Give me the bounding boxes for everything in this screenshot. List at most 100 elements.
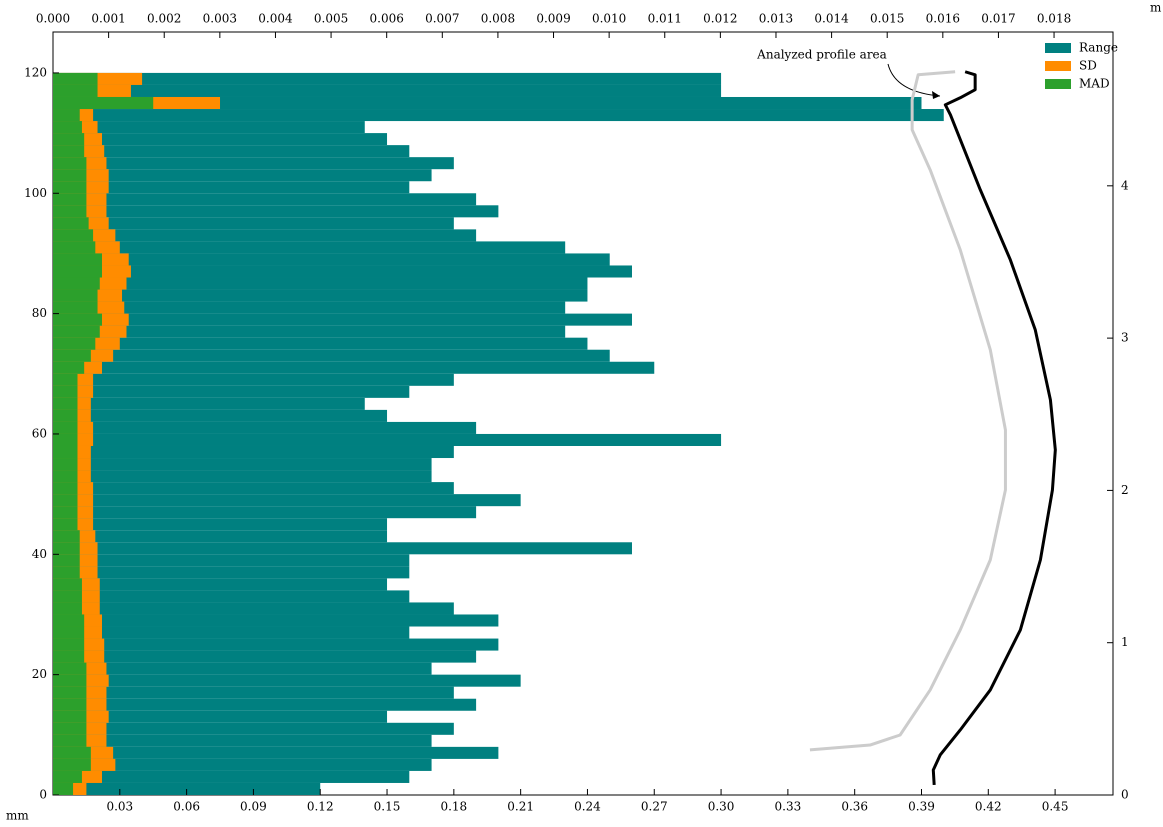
bar	[53, 325, 566, 338]
x2-tick-label: 0.015	[870, 12, 904, 26]
x2-tick-label: 0.016	[926, 12, 960, 26]
bar	[53, 506, 477, 519]
bar	[53, 373, 454, 386]
x-unit: mm	[6, 809, 29, 823]
legend-label: MAD	[1079, 77, 1110, 91]
bar	[53, 458, 78, 471]
bar	[53, 325, 100, 338]
bar	[53, 145, 85, 158]
bar	[53, 482, 78, 495]
bar	[53, 265, 102, 278]
bar	[53, 337, 588, 350]
bar	[53, 518, 78, 531]
bar	[53, 313, 102, 326]
y-tick-label: 20	[32, 667, 47, 681]
legend-swatch	[1045, 79, 1071, 89]
bar	[53, 121, 82, 134]
bar	[53, 722, 454, 735]
bar	[53, 385, 78, 398]
bar	[53, 289, 98, 302]
bar	[53, 229, 477, 242]
bar	[53, 157, 87, 170]
bar	[53, 602, 454, 615]
x-tick-label: 0.30	[708, 800, 735, 814]
bar	[53, 662, 432, 675]
x2-tick-label: 0.009	[536, 12, 570, 26]
bar	[53, 734, 432, 747]
x-tick-label: 0.09	[240, 800, 267, 814]
x2-tick-label: 0.006	[370, 12, 404, 26]
bar	[53, 602, 82, 615]
bar	[53, 133, 388, 146]
bar	[53, 313, 632, 326]
bar	[53, 301, 566, 314]
bar	[53, 96, 154, 110]
bar	[53, 169, 432, 182]
x2-tick-label: 0.000	[36, 12, 70, 26]
bar	[53, 650, 477, 663]
bar	[53, 578, 388, 591]
annotation: Analyzed profile area	[756, 48, 887, 62]
bar	[53, 506, 78, 519]
x-tick-label: 0.06	[173, 800, 200, 814]
bar	[53, 433, 722, 446]
x2-tick-label: 0.013	[759, 12, 793, 26]
bar	[53, 217, 89, 230]
bar	[53, 241, 566, 254]
bar	[53, 193, 87, 206]
bar	[53, 205, 499, 218]
bar	[53, 169, 87, 182]
bar	[53, 217, 454, 230]
bar	[53, 530, 80, 543]
x2-tick-label: 0.002	[147, 12, 181, 26]
y2-tick-label: 3	[1121, 331, 1129, 345]
bar	[53, 566, 410, 579]
bar	[53, 590, 410, 603]
bar	[53, 181, 410, 194]
bar	[53, 698, 87, 711]
annotation-arrow	[887, 63, 941, 97]
bar	[53, 133, 85, 146]
profile-line	[809, 70, 1007, 752]
bar	[53, 301, 98, 314]
bar	[53, 746, 91, 759]
bar	[53, 361, 655, 374]
bar	[53, 638, 85, 651]
bar	[53, 758, 432, 771]
bar	[53, 409, 388, 422]
bar	[53, 109, 80, 122]
x2-tick-label: 0.017	[981, 12, 1015, 26]
bar	[53, 265, 632, 278]
bar	[53, 578, 82, 591]
bar	[53, 734, 87, 747]
bar	[53, 421, 477, 434]
x2-tick-label: 0.008	[481, 12, 515, 26]
bar	[53, 710, 388, 723]
bar	[53, 373, 78, 386]
x-tick-label: 0.12	[307, 800, 334, 814]
x2-tick-label: 0.010	[592, 12, 626, 26]
bar	[53, 770, 82, 783]
bar	[53, 758, 91, 771]
x2-tick-label: 0.001	[91, 12, 125, 26]
y2-unit: m	[1150, 1, 1162, 15]
bar	[53, 397, 365, 410]
bar	[53, 193, 477, 206]
bar	[53, 746, 499, 759]
arrow-head	[932, 91, 940, 99]
bar	[53, 542, 632, 555]
bar	[53, 638, 499, 651]
bar	[53, 674, 87, 687]
x2-tick-label: 0.004	[258, 12, 293, 26]
bar	[53, 686, 454, 699]
x-tick-label: 0.27	[641, 800, 668, 814]
bar	[53, 590, 82, 603]
bar	[53, 385, 410, 398]
x2-tick-label: 0.014	[814, 12, 849, 26]
bar	[53, 72, 98, 85]
x-tick-label: 0.39	[908, 800, 935, 814]
bar	[53, 421, 78, 434]
x2-tick-label: 0.012	[703, 12, 737, 26]
bar	[53, 554, 80, 567]
profile-line	[931, 70, 1057, 786]
